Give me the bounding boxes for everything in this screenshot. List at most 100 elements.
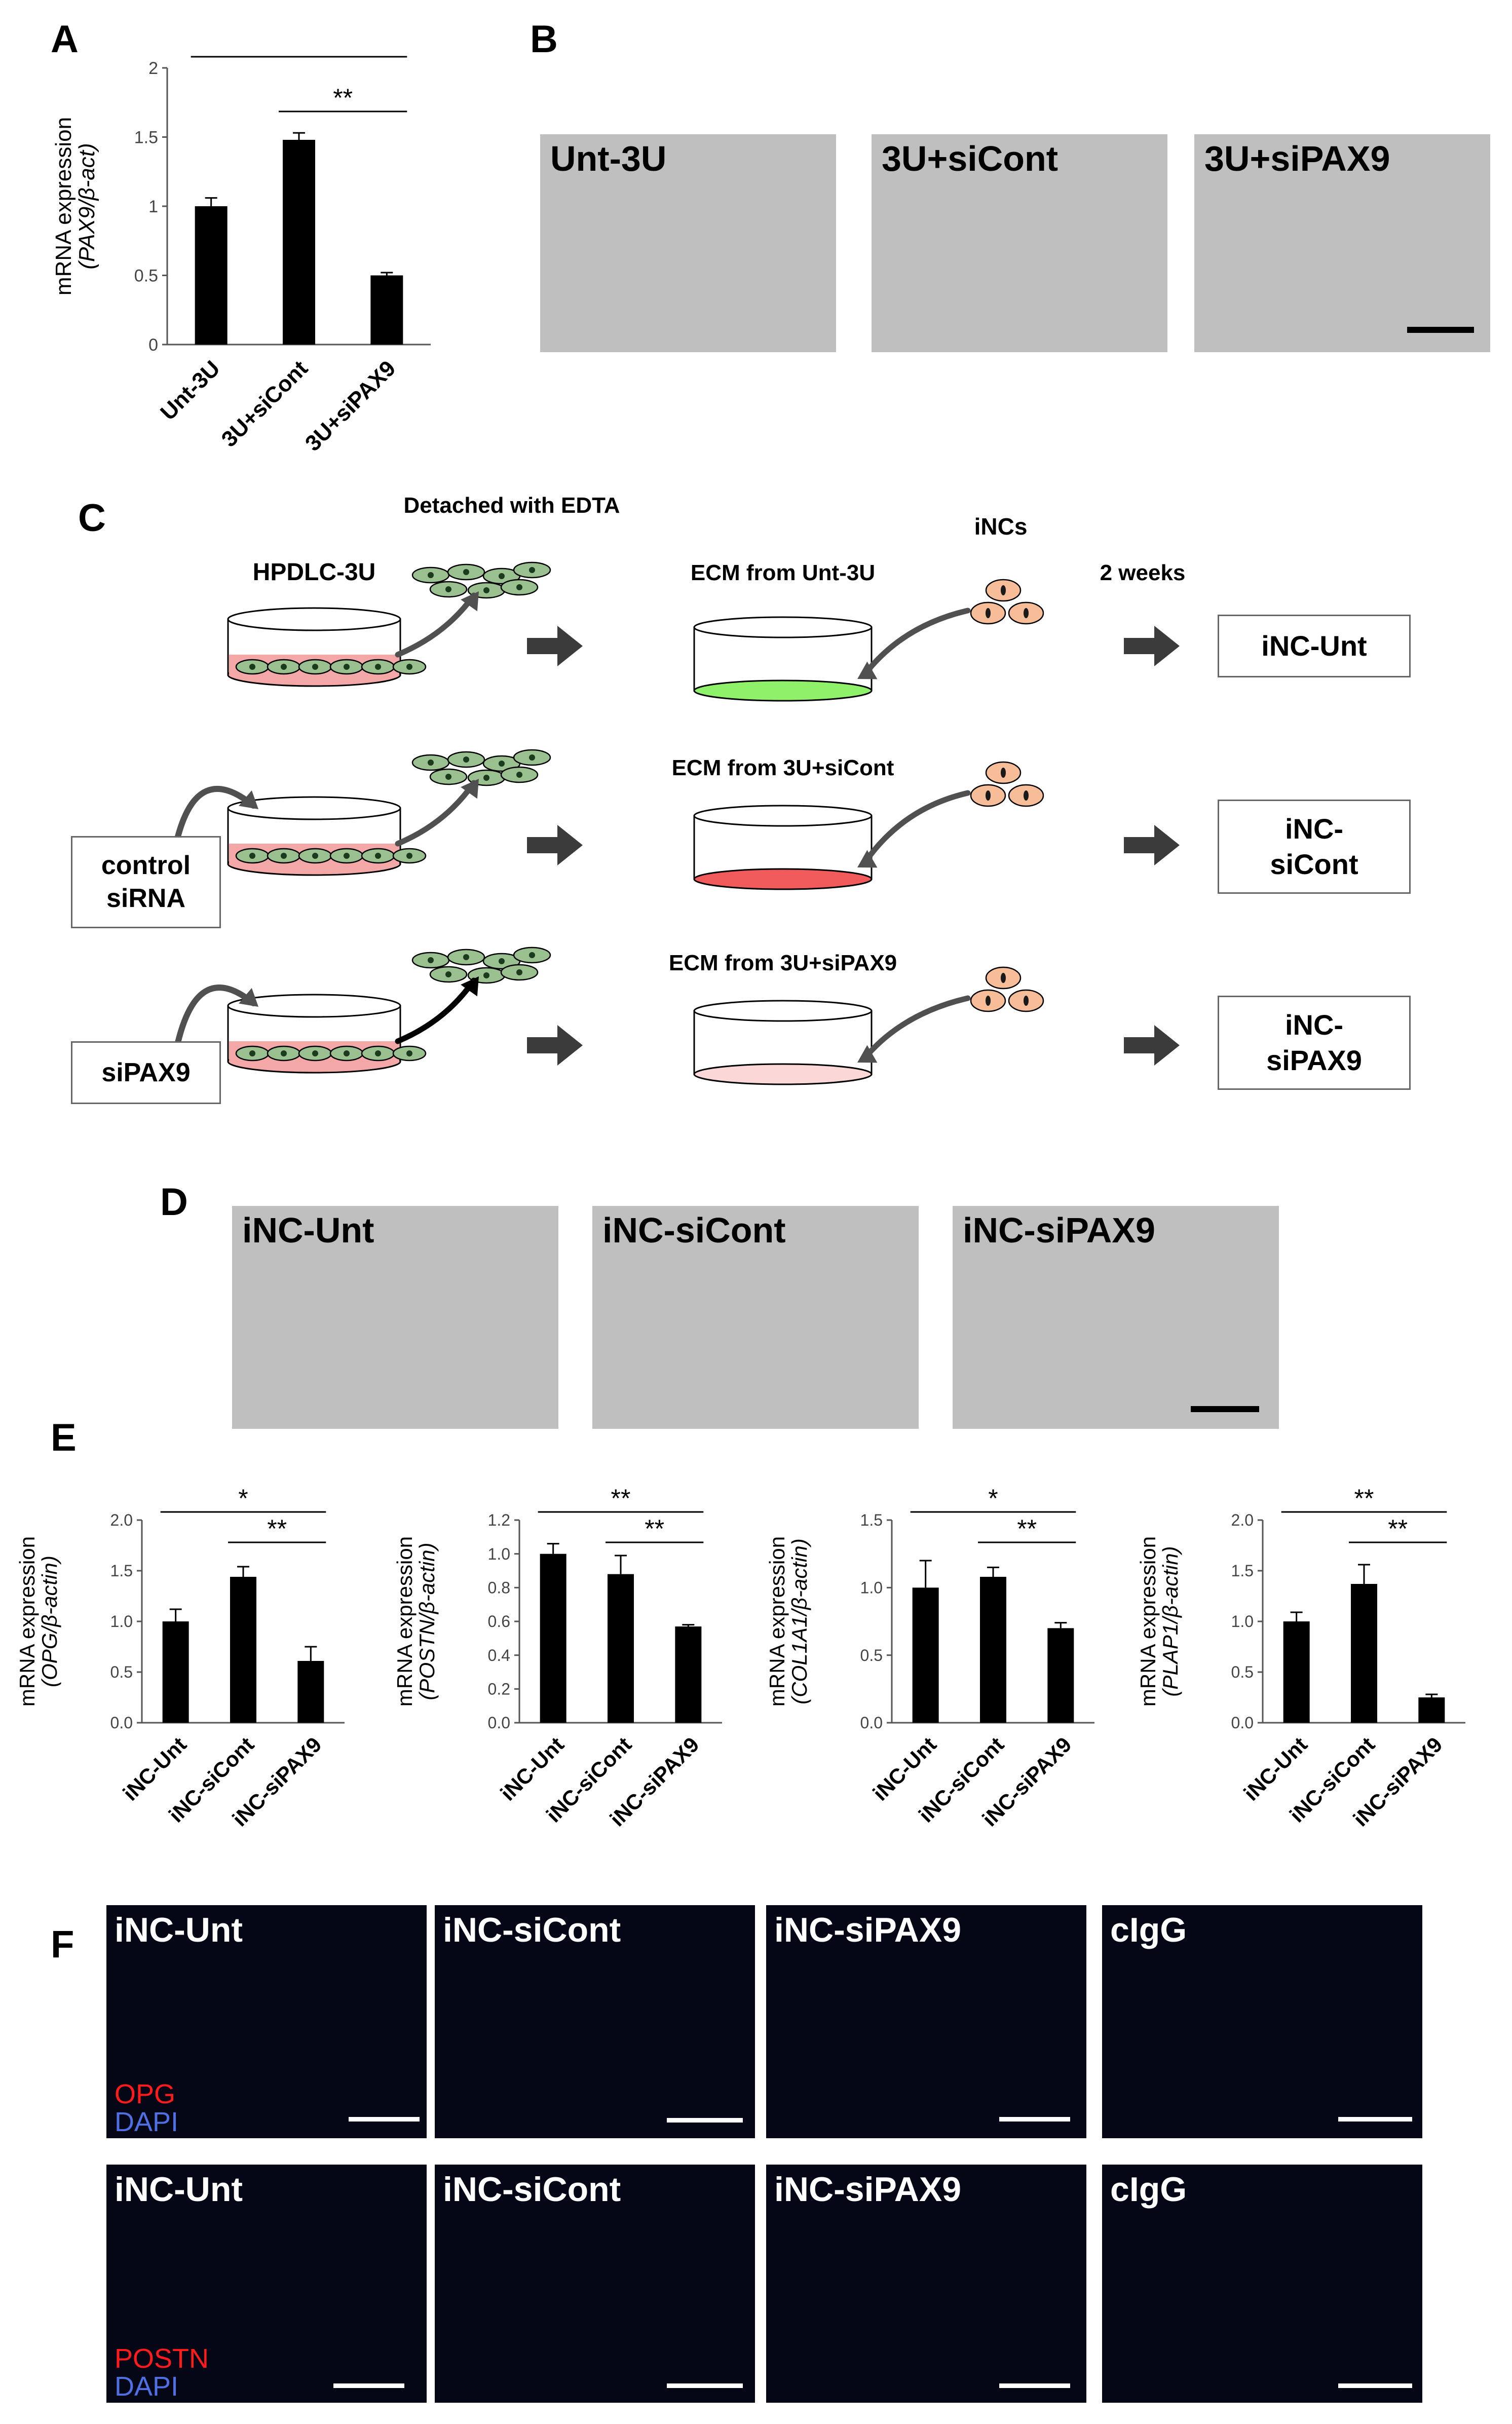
ecm-label-0: ECM from Unt-3U xyxy=(691,560,875,585)
dish-rim xyxy=(227,994,401,1018)
fluorescence-opg-inc-sipax9: iNC-siPAX9 xyxy=(766,1905,1086,2138)
dish-rim xyxy=(693,616,873,638)
incs-label: iNCs xyxy=(974,513,1028,540)
arrow-shape xyxy=(527,1025,583,1066)
cell-nucleus xyxy=(281,664,287,670)
ecm-layer xyxy=(693,679,873,702)
cell-nucleus xyxy=(463,756,469,763)
cell-nucleus xyxy=(344,853,350,859)
cell-nucleus xyxy=(406,1050,412,1056)
scale-bar xyxy=(333,2383,404,2388)
bar-iNC-Unt xyxy=(540,1554,566,1723)
micrograph-inc-sipax9: iNC-siPAX9 xyxy=(953,1206,1279,1429)
panel-letter-d: D xyxy=(160,1181,188,1224)
micrograph-inc-sicont: iNC-siCont xyxy=(592,1206,919,1429)
detach-arrow-1 xyxy=(395,780,477,847)
cell-nucleus xyxy=(445,774,451,780)
cell-nucleus xyxy=(375,853,381,859)
fluorescence-label: iNC-siCont xyxy=(443,1911,621,1949)
panel-letter-f: F xyxy=(51,1923,74,1966)
cell-nucleus xyxy=(344,1050,350,1056)
flow-arrow-b-2 xyxy=(1124,1025,1180,1066)
arrow-head xyxy=(857,1045,878,1063)
cell-nucleus xyxy=(249,853,255,859)
micrograph-label: Unt-3U xyxy=(550,139,667,178)
y-tick-label: 0.5 xyxy=(134,266,158,285)
fluorescence-opg-inc-sicont: iNC-siCont xyxy=(435,1905,755,2138)
arrow-head xyxy=(857,661,878,679)
cell-nucleus xyxy=(445,971,451,977)
stain-label-dapi: DAPI xyxy=(115,2371,179,2402)
significance-marker: ** xyxy=(289,46,309,57)
control-sirna-box: control siRNA xyxy=(71,836,221,928)
scale-bar xyxy=(349,2117,420,2122)
arrow-shape xyxy=(1124,1025,1180,1066)
fluorescence-opg-cigg: cIgG xyxy=(1102,1905,1422,2138)
cell-nucleus xyxy=(406,853,412,859)
cell-nucleus xyxy=(499,761,505,767)
bar-iNC-siCont xyxy=(1351,1584,1377,1723)
cell-nucleus xyxy=(406,664,412,670)
bar-iNC-Unt xyxy=(1283,1621,1310,1723)
transfect-arrow-head-0 xyxy=(239,790,258,809)
scale-bar xyxy=(667,2383,743,2388)
dish-rim xyxy=(693,805,873,827)
cell-nucleus xyxy=(445,586,451,592)
bar-iNC-siPAX9 xyxy=(297,1661,324,1723)
micrograph-3u-sipax9: 3U+siPAX9 xyxy=(1194,134,1490,352)
culture-dish-0 xyxy=(227,607,427,687)
arrow-head xyxy=(461,591,479,612)
cell-nucleus xyxy=(249,664,255,670)
cell-nucleus xyxy=(529,567,535,573)
scale-bar xyxy=(667,2118,743,2123)
cell-nucleus xyxy=(428,760,434,766)
micrograph-label: iNC-Unt xyxy=(242,1210,374,1250)
cell-nucleus xyxy=(428,572,434,578)
y-axis-label: mRNA expression xyxy=(765,1536,789,1707)
y-tick-label: 1.0 xyxy=(1231,1612,1254,1631)
fluorescence-label: iNC-Unt xyxy=(115,1911,243,1949)
dish-rim xyxy=(227,796,401,820)
arrow-head xyxy=(461,779,479,799)
arrow-head xyxy=(239,988,258,1007)
arrow-head xyxy=(857,850,878,868)
y-tick-label: 1.0 xyxy=(110,1612,133,1631)
cell-nucleus xyxy=(483,972,489,978)
weeks-label: 2 weeks xyxy=(1100,560,1186,585)
flow-arrow-a-1 xyxy=(527,825,583,865)
ecm-label-1: ECM from 3U+siCont xyxy=(672,755,894,780)
inc-nucleus xyxy=(1001,973,1006,983)
arrow-shape xyxy=(1124,825,1180,865)
cell-nucleus xyxy=(516,772,522,778)
fluorescence-postn-inc-sipax9: iNC-siPAX9 xyxy=(766,2165,1086,2403)
cell-nucleus xyxy=(281,853,287,859)
ecm-label-2: ECM from 3U+siPAX9 xyxy=(669,951,897,975)
flow-arrow-a-2 xyxy=(527,1025,583,1066)
cell-nucleus xyxy=(516,584,522,590)
y-tick-label: 2.0 xyxy=(1231,1511,1254,1529)
y-tick-label: 2.0 xyxy=(110,1511,133,1529)
y-axis-label: mRNA expression xyxy=(1136,1536,1160,1707)
detached-cells-2 xyxy=(411,946,551,984)
stain-label-dapi: DAPI xyxy=(115,2107,179,2137)
detach-arrow-head-2 xyxy=(461,976,479,997)
x-category-label: 3U+siPAX9 xyxy=(300,356,401,456)
fluorescence-postn-inc-sicont: iNC-siCont xyxy=(435,2165,755,2403)
arrow-shape xyxy=(527,825,583,865)
cell-nucleus xyxy=(516,969,522,975)
fluorescence-label: iNC-siPAX9 xyxy=(774,2170,962,2209)
cell-nucleus xyxy=(529,754,535,761)
scale-bar xyxy=(1338,2383,1412,2388)
seed-arrow-head-0 xyxy=(857,661,878,679)
seed-arrow-1 xyxy=(861,790,971,867)
transfect-arrow-1 xyxy=(174,984,256,1048)
hpdlc-label: HPDLC-3U xyxy=(253,559,376,586)
fluorescence-label: cIgG xyxy=(1110,1911,1187,1949)
cell-nucleus xyxy=(499,958,505,964)
inc-cells-2 xyxy=(970,966,1044,1012)
micrograph-label: iNC-siPAX9 xyxy=(963,1210,1155,1250)
y-tick-label: 0.6 xyxy=(488,1612,510,1631)
chart-e-postn-expression: 0.0 0.2 0.4 0.6 0.8 1.0 1.2 mRNA expression(POS… xyxy=(393,1484,722,1831)
fluorescence-label: cIgG xyxy=(1110,2170,1187,2209)
detach-arrow-head-1 xyxy=(461,779,479,799)
